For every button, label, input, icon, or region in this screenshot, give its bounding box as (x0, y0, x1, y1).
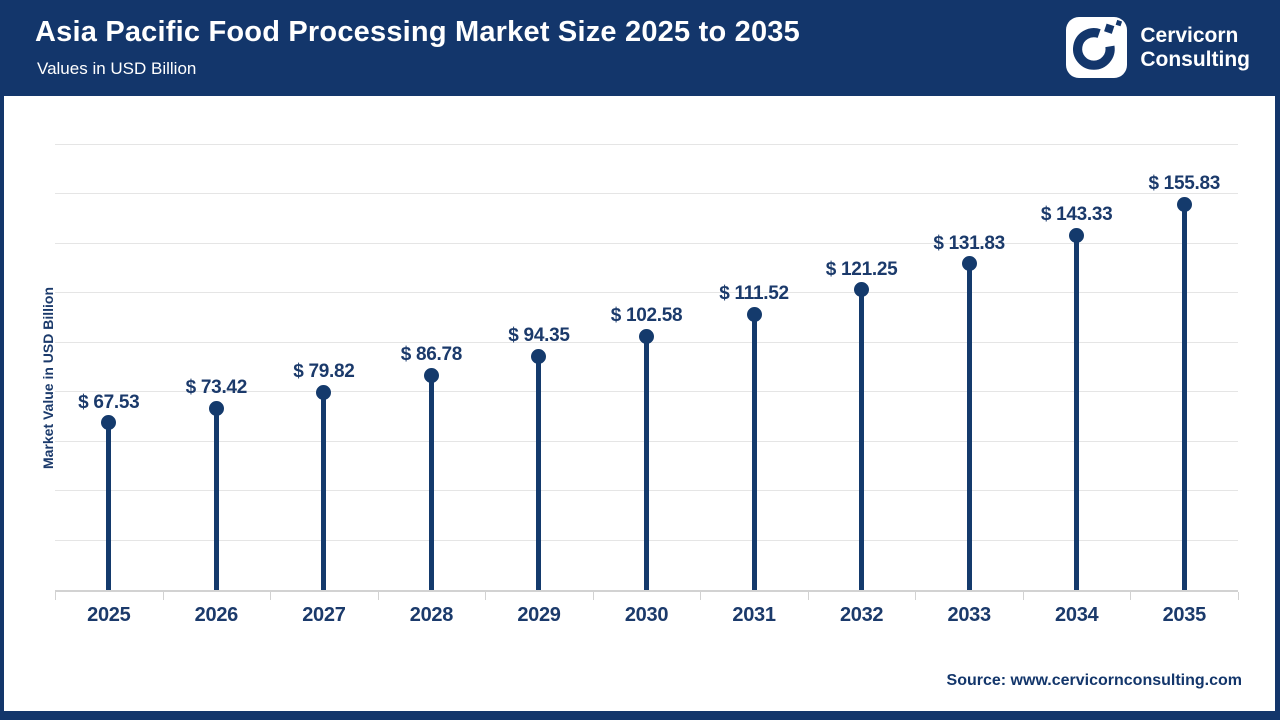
data-point-stem (751, 314, 757, 590)
cervicorn-logo-icon (1066, 17, 1128, 78)
data-label: $ 131.83 (933, 232, 1005, 254)
x-axis-label: 2025 (87, 604, 131, 626)
gridline (55, 242, 1238, 244)
chart-title: Asia Pacific Food Processing Market Size… (35, 16, 800, 48)
x-axis-tick (807, 592, 809, 600)
x-axis-label: 2033 (947, 604, 992, 626)
x-axis-label: 2032 (839, 604, 884, 626)
data-point-stem (1181, 204, 1187, 590)
data-point-marker (854, 282, 870, 298)
source-text: Source: www.cervicornconsulting.com (946, 672, 1242, 689)
x-axis-label: 2027 (302, 604, 346, 626)
data-point-stem (106, 422, 112, 590)
data-point-stem (213, 408, 219, 590)
data-point-stem (859, 289, 865, 590)
data-point-marker (746, 306, 762, 322)
data-point-marker (423, 367, 439, 383)
data-label: $ 86.78 (400, 344, 463, 366)
x-axis-label: 2031 (732, 604, 776, 626)
data-point-marker (1069, 227, 1085, 243)
data-point-marker (101, 415, 117, 431)
data-label: $ 73.42 (185, 377, 248, 399)
x-axis-tick (55, 592, 56, 600)
x-axis-label: 2029 (517, 604, 561, 626)
data-point-stem (321, 392, 327, 590)
brand-block: Cervicorn Consulting (1066, 17, 1250, 78)
data-label: $ 155.83 (1148, 173, 1220, 195)
x-axis-label: 2028 (409, 604, 454, 626)
x-axis-tick (915, 592, 917, 600)
x-axis-label: 2030 (624, 604, 669, 626)
data-label: $ 67.53 (78, 391, 140, 413)
bottom-bar (4, 711, 1275, 720)
x-axis-tick (162, 592, 164, 600)
brand-name-line2: Consulting (1140, 47, 1250, 71)
data-label: $ 79.82 (293, 361, 355, 383)
data-point-stem (644, 336, 649, 590)
data-label: $ 121.25 (825, 258, 898, 280)
data-label: $ 102.58 (610, 305, 683, 327)
gridline (55, 292, 1238, 293)
data-label: $ 143.33 (1040, 204, 1113, 226)
data-point-marker (639, 328, 654, 344)
x-axis-tick (270, 592, 272, 600)
brand-name-line1: Cervicorn (1140, 23, 1239, 47)
x-axis-tick (700, 592, 702, 600)
brand-name: Cervicorn Consulting (1140, 24, 1250, 71)
data-point-marker (961, 256, 977, 272)
data-label: $ 111.52 (719, 283, 789, 304)
x-axis-tick (1022, 592, 1024, 600)
data-point-stem (536, 356, 542, 590)
header-band: Asia Pacific Food Processing Market Size… (4, 0, 1275, 96)
x-axis-tick (1238, 592, 1239, 600)
gridline (55, 193, 1238, 194)
y-axis-label: Market Value in USD Billion (40, 286, 56, 470)
data-point-stem (1074, 235, 1080, 590)
x-axis-label: 2026 (194, 604, 239, 626)
data-label: $ 94.35 (508, 325, 570, 347)
data-point-marker (208, 400, 224, 416)
data-point-stem (966, 263, 972, 590)
data-point-marker (531, 348, 547, 364)
chart-subtitle: Values in USD Billion (37, 59, 197, 78)
plot-area: $ 67.53 $ 73.42 $ 79.82 $ 86.78 $ 94.35 $ 102… (55, 97, 1239, 600)
x-axis-tick (592, 592, 594, 600)
x-axis-label: 2034 (1055, 604, 1099, 626)
x-axis-tick (377, 592, 379, 600)
data-point-stem (428, 375, 434, 590)
x-axis: 2025 2026 2027 2028 2029 2030 2031 2032 2033 2034… (55, 604, 1238, 627)
x-axis-tick (1130, 592, 1132, 600)
x-axis-label: 2035 (1162, 604, 1207, 626)
x-axis-tick (485, 592, 487, 600)
data-point-marker (1176, 196, 1192, 212)
gridline (55, 143, 1238, 145)
data-point-marker (316, 384, 332, 400)
